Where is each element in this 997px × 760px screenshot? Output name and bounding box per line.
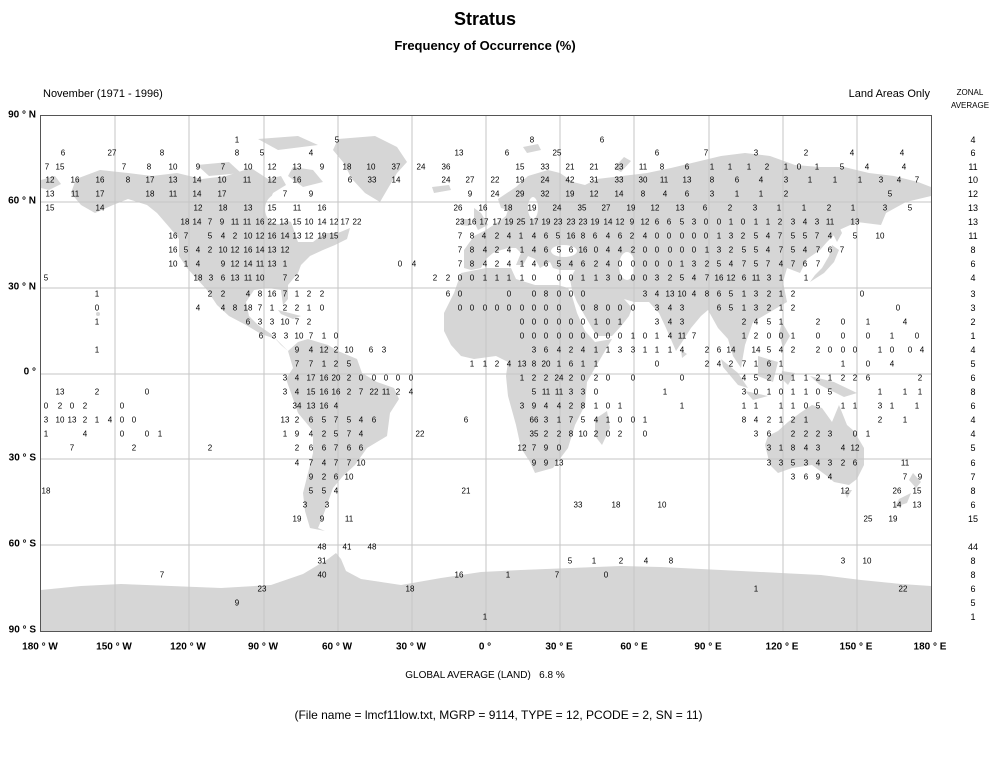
global-average-label: GLOBAL AVERAGE (LAND) 6.8 % — [405, 670, 565, 681]
zonal-average-value: 15 — [967, 514, 979, 524]
lon-axis-label: 30 ° E — [545, 641, 573, 653]
landmass-north-america — [71, 168, 350, 351]
landmass-novaya-zemlya — [614, 157, 631, 172]
landmass-south-america — [286, 339, 399, 531]
black-sea — [551, 245, 577, 257]
lon-axis-label: 60 ° E — [620, 641, 648, 653]
zonal-average-value: 1 — [970, 331, 976, 341]
world-map — [41, 116, 931, 631]
zonal-average-header: ZONAL AVERAGE — [945, 86, 995, 112]
zonal-average-value: 6 — [970, 148, 976, 158]
lon-axis-label: 150 ° E — [839, 641, 873, 653]
lon-axis-label: 0 ° — [478, 641, 492, 653]
zonal-average-value: 11 — [968, 162, 978, 172]
lon-axis-label: 30 ° W — [395, 641, 427, 653]
lat-axis-label: 30 ° N — [8, 281, 36, 293]
landmass-java — [745, 391, 768, 400]
landmass-great-britain — [474, 208, 488, 230]
landmass-tasmania — [844, 490, 852, 498]
zonal-average-value: 8 — [970, 245, 976, 255]
zonal-average-value: 8 — [970, 556, 976, 566]
landmass-sri-lanka — [681, 350, 687, 358]
baltic-sea — [528, 197, 538, 219]
landmass-sakhalin — [832, 222, 842, 242]
zonal-average-value: 10 — [967, 175, 979, 185]
page-subtitle: Frequency of Occurrence (%) — [394, 38, 576, 53]
zonal-average-value: 4 — [970, 429, 976, 439]
landmass-victoria-island — [197, 162, 241, 176]
zonal-average-value: 6 — [970, 373, 976, 383]
landmass-new-guinea — [810, 376, 857, 397]
zonal-average-value: 6 — [970, 584, 976, 594]
landmass-philippines — [779, 322, 790, 348]
lon-axis-label: 120 ° E — [765, 641, 799, 653]
lon-axis-label: 120 ° W — [170, 641, 206, 653]
zonal-average-value: 11 — [968, 231, 978, 241]
lat-axis-label: 0 ° — [23, 366, 36, 378]
zonal-average-value: 1 — [970, 612, 976, 622]
lon-axis-label: 180 ° E — [913, 641, 947, 653]
landmass-ellesmere — [258, 136, 318, 150]
zonal-average-value: 2 — [970, 317, 976, 327]
landmass-new-zealand-south — [895, 493, 911, 507]
zonal-average-value: 3 — [970, 303, 976, 313]
zonal-average-value: 5 — [970, 598, 976, 608]
zonal-average-value: 6 — [970, 458, 976, 468]
landmass-madagascar — [595, 411, 610, 445]
grid-lines — [41, 116, 931, 631]
zonal-average-value: 4 — [970, 135, 976, 145]
zonal-average-value: 4 — [970, 345, 976, 355]
lon-axis-label: 90 ° E — [694, 641, 722, 653]
zonal-average-value: 5 — [970, 359, 976, 369]
landmass-ireland — [460, 219, 471, 226]
landmass-greenland — [333, 136, 407, 202]
coverage-label: Land Areas Only — [848, 88, 930, 100]
lon-axis-label: 150 ° W — [96, 641, 132, 653]
zonal-average-value: 3 — [970, 289, 976, 299]
zonal-average-value: 7 — [970, 472, 976, 482]
zonal-header-line2: AVERAGE — [950, 101, 990, 110]
zonal-average-value: 8 — [970, 486, 976, 496]
landmass-australia — [765, 405, 864, 485]
page-title: Stratus — [453, 9, 516, 29]
landmass-eurasia — [464, 153, 931, 368]
lon-axis-label: 180 ° W — [22, 641, 58, 653]
zonal-average-value: 6 — [970, 401, 976, 411]
landmass-svalbard — [523, 144, 541, 153]
lat-axis-label: 60 ° S — [8, 538, 36, 550]
landmass-iceland — [432, 185, 451, 193]
zonal-average-value: 13 — [967, 217, 979, 227]
landmass-new-zealand-north — [909, 473, 921, 488]
caspian-sea — [619, 252, 635, 280]
file-info-label: (File name = lmcf11low.txt, MGRP = 9114,… — [294, 708, 703, 722]
lon-axis-label: 90 ° W — [247, 641, 279, 653]
zonal-average-value: 8 — [970, 570, 976, 580]
zonal-average-value: 8 — [970, 387, 976, 397]
landmass-cuba — [278, 310, 301, 319]
zonal-average-value: 6 — [970, 500, 976, 510]
zonal-header-line1: ZONAL — [956, 88, 984, 97]
zonal-average-value: 44 — [967, 542, 979, 552]
zonal-average-value: 6 — [970, 259, 976, 269]
lat-axis-label: 60 ° N — [8, 195, 36, 207]
lon-axis-label: 60 ° W — [321, 641, 353, 653]
landmass-japan — [810, 245, 839, 282]
period-label: November (1971 - 1996) — [43, 88, 163, 100]
zonal-average-value: 5 — [970, 443, 976, 453]
lat-axis-label: 90 ° N — [8, 109, 36, 121]
zonal-average-value: 13 — [967, 203, 979, 213]
lat-axis-label: 30 ° S — [8, 452, 36, 464]
lat-axis-label: 90 ° S — [8, 624, 36, 636]
map-area — [40, 115, 932, 632]
zonal-average-value: 4 — [970, 273, 976, 283]
zonal-average-value: 12 — [967, 189, 979, 199]
hudson-bay — [265, 194, 291, 224]
landmass-baffin-island — [288, 167, 323, 187]
zonal-average-value: 4 — [970, 415, 976, 425]
landmass-hawaii — [96, 312, 100, 316]
landmass-chukotka — [41, 176, 61, 190]
landmass-borneo — [758, 356, 778, 382]
